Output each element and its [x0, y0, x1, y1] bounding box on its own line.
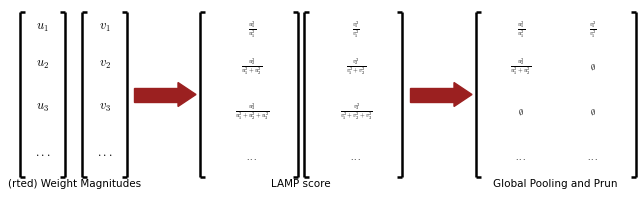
- Text: $v_1$: $v_1$: [99, 20, 110, 33]
- Text: $u_3$: $u_3$: [36, 100, 49, 113]
- Polygon shape: [454, 83, 472, 107]
- Text: $u_2$: $u_2$: [36, 58, 49, 71]
- Text: $\frac{v_1^2}{v_1^2}$: $\frac{v_1^2}{v_1^2}$: [589, 20, 597, 40]
- Text: $...$: $...$: [588, 152, 599, 162]
- Polygon shape: [178, 83, 196, 107]
- Text: $\emptyset$: $\emptyset$: [590, 107, 596, 117]
- Text: $\frac{u_3^2}{u_1^2+u_2^2+u_3^2}$: $\frac{u_3^2}{u_1^2+u_2^2+u_3^2}$: [235, 102, 269, 122]
- Text: $\frac{u_2^2}{u_1^2+u_2^2}$: $\frac{u_2^2}{u_1^2+u_2^2}$: [241, 57, 263, 77]
- Text: $...$: $...$: [350, 152, 362, 162]
- Bar: [410, 87, 454, 101]
- Text: $...$: $...$: [515, 152, 527, 162]
- Bar: [134, 87, 178, 101]
- Text: (rted) Weight Magnitudes: (rted) Weight Magnitudes: [8, 179, 141, 189]
- Text: $\frac{v_3^2}{v_1^2+v_2^2+v_3^2}$: $\frac{v_3^2}{v_1^2+v_2^2+v_3^2}$: [339, 102, 372, 122]
- Text: $\emptyset$: $\emptyset$: [518, 107, 524, 117]
- Text: $...$: $...$: [246, 152, 258, 162]
- Text: $\frac{v_1^2}{v_1^2}$: $\frac{v_1^2}{v_1^2}$: [352, 20, 360, 40]
- Text: LAMP score: LAMP score: [271, 179, 331, 189]
- Text: $\frac{u_2^2}{u_1^2+u_2^2}$: $\frac{u_2^2}{u_1^2+u_2^2}$: [510, 57, 532, 77]
- Text: $\frac{u_1^2}{u_1^2}$: $\frac{u_1^2}{u_1^2}$: [517, 20, 525, 40]
- Text: $v_3$: $v_3$: [99, 100, 111, 113]
- Text: Global Pooling and Prun: Global Pooling and Prun: [493, 179, 617, 189]
- Text: $...$: $...$: [35, 146, 51, 159]
- Text: $\frac{v_2^2}{v_1^2+v_2^2}$: $\frac{v_2^2}{v_1^2+v_2^2}$: [346, 57, 366, 77]
- Text: $\frac{u_1^2}{u_1^2}$: $\frac{u_1^2}{u_1^2}$: [248, 20, 256, 40]
- Text: $...$: $...$: [97, 146, 113, 159]
- Text: $\emptyset$: $\emptyset$: [590, 62, 596, 72]
- Text: $v_2$: $v_2$: [99, 58, 111, 71]
- Text: $u_1$: $u_1$: [36, 20, 49, 33]
